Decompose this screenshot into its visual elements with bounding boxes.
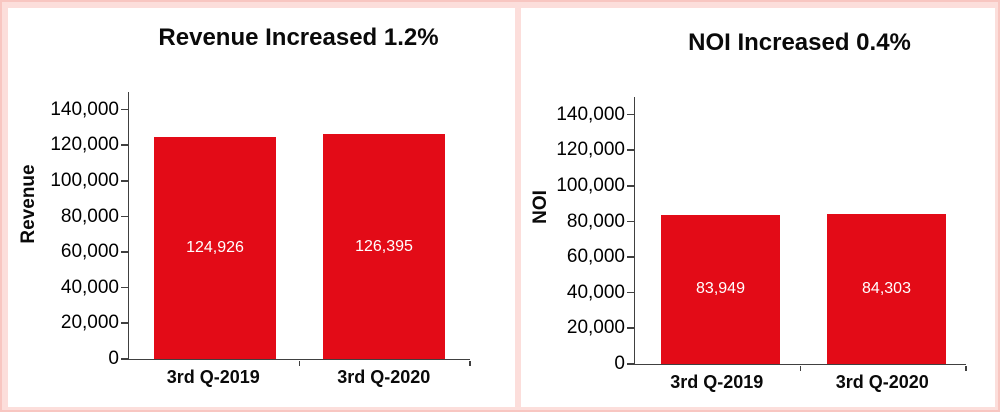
y-axis-tick [627,113,634,116]
bar-value-label: 126,395 [355,237,413,255]
chart-title: Revenue Increased 1.2% [158,24,439,51]
bar-3rd Q-2019: 124,926 [154,136,276,359]
bar-value-label: 83,949 [696,280,745,298]
y-axis-tick [627,256,634,258]
y-axis-tick [121,358,128,360]
y-axis-tick [121,180,128,182]
y-axis-tick-label: 140,000 [50,98,119,120]
y-axis-tick-label: 80,000 [60,205,119,227]
x-axis-tick [298,360,300,366]
y-axis-tick-label: 0 [108,348,119,369]
bar-3rd Q-2020: 84,303 [827,213,946,364]
y-axis-tick [627,149,634,151]
category-axis: 3rd Q-2019 3rd Q-2020 [634,371,965,393]
y-axis-tick-label: 100,000 [50,170,119,191]
y-axis-tick-label: 20,000 [566,317,625,339]
y-axis-tick [121,215,128,218]
y-axis-tick-label: 60,000 [60,241,119,263]
x-axis-tick [965,365,967,371]
y-axis-tick [627,185,634,187]
bar-value-label: 84,303 [862,279,911,297]
y-axis-tick-label: 60,000 [566,246,625,268]
y-axis-tick-label: 40,000 [60,276,119,298]
category-label: 3rd Q-2019 [670,372,764,392]
y-axis-tick [121,286,128,289]
bar-3rd Q-2019: 83,949 [661,214,780,364]
revenue-chart: Revenue Increased 1.2% Revenue 0 20,000 40… [8,8,515,407]
bar-3rd Q-2020: 126,395 [323,134,445,359]
y-axis-tick-label: 120,000 [556,139,625,161]
x-axis-tick [469,360,471,366]
y-axis-tick-label: 40,000 [566,281,625,303]
x-axis-tick [799,365,801,371]
bar-value-label: 124,926 [186,238,244,256]
y-axis-tick-label: 20,000 [60,312,119,334]
y-axis-tick [627,291,634,294]
category-label: 3rd Q-2020 [835,372,929,392]
y-axis-tick [121,144,128,146]
category-label: 3rd Q-2019 [166,367,260,387]
y-axis-title: Revenue [18,164,39,244]
y-axis-tick-label: 0 [614,353,625,374]
y-axis-tick-label: 120,000 [50,134,119,156]
plot-area: 0 20,000 40,000 60,000 80,000 100,000 120,000 1… [50,92,471,369]
y-axis-tick [121,108,128,111]
y-axis-tick [121,251,128,253]
y-axis-tick-label: 140,000 [556,103,625,125]
y-axis-tick [627,363,634,365]
revenue-chart-panel: Revenue Increased 1.2% Revenue 0 20,000 40… [8,8,515,407]
y-axis-title: NOI [530,190,551,224]
y-axis-tick [627,220,634,223]
y-axis-tick [627,327,634,329]
plot-area: 0 20,000 40,000 60,000 80,000 100,000 120,000 1… [556,97,967,374]
noi-chart: NOI Increased 0.4% NOI 0 20,000 40,000 60,0… [521,8,995,407]
y-axis-tick-label: 80,000 [566,210,625,232]
category-label: 3rd Q-2020 [337,367,431,387]
y-axis-tick [121,322,128,324]
category-axis: 3rd Q-2019 3rd Q-2020 [128,366,469,388]
y-axis-tick-label: 100,000 [556,175,625,196]
chart-title: NOI Increased 0.4% [688,29,911,56]
noi-chart-panel: NOI Increased 0.4% NOI 0 20,000 40,000 60,0… [521,8,995,407]
